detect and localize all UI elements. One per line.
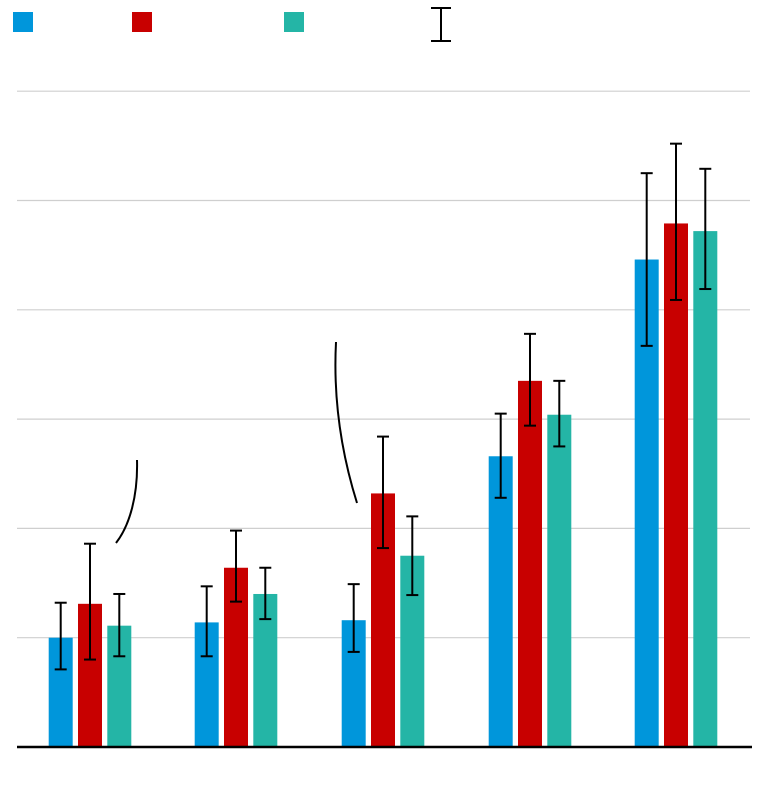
error-bar: [670, 142, 682, 301]
bar: [518, 380, 542, 747]
bar: [664, 223, 688, 747]
error-bar: [377, 435, 389, 550]
error-bar: [200, 585, 213, 658]
legend-swatch: [132, 12, 152, 32]
error-bar: [640, 172, 653, 347]
annotation-curve: [115, 459, 139, 544]
error-bar: [524, 332, 536, 427]
bar: [48, 637, 73, 747]
error-bar: [494, 412, 507, 499]
error-bar: [347, 583, 360, 653]
error-bar: [259, 566, 272, 621]
annotation-curve: [334, 341, 358, 504]
bar: [693, 231, 718, 747]
error-bar: [113, 592, 126, 658]
bar: [488, 456, 513, 747]
legend-swatch: [284, 12, 304, 32]
error-bar: [230, 529, 242, 603]
legend: [13, 7, 451, 42]
legend-error-bar-icon: [431, 7, 451, 42]
error-bar: [54, 601, 67, 671]
error-bar: [699, 167, 712, 291]
gridlines: [17, 90, 750, 639]
bars: [48, 223, 718, 747]
legend-swatch: [13, 12, 33, 32]
bar: [547, 414, 572, 747]
error-bars: [54, 142, 712, 671]
error-bar: [84, 542, 96, 661]
bar: [253, 593, 278, 747]
error-bar: [553, 379, 566, 448]
annotation-curves: [115, 341, 358, 544]
error-bar: [406, 515, 419, 597]
